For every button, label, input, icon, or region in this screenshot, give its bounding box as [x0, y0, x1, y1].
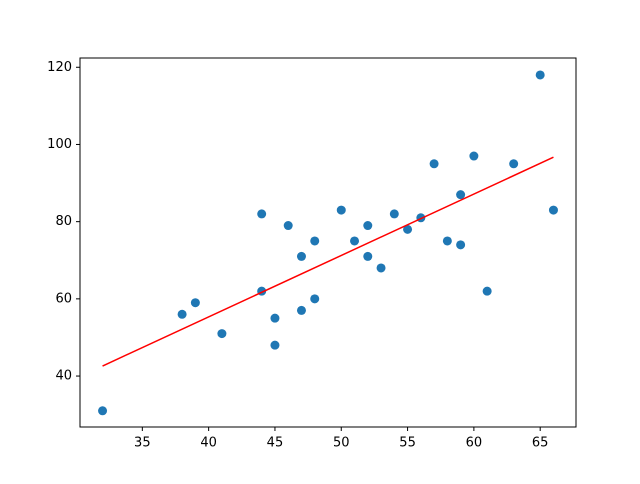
point — [376, 263, 386, 273]
y-tick-label: 80 — [55, 214, 72, 229]
fit-line — [102, 156, 554, 367]
point — [270, 313, 280, 323]
point — [336, 205, 346, 215]
point — [363, 251, 373, 261]
x-tick-label: 65 — [532, 436, 549, 451]
point — [350, 236, 360, 246]
point — [469, 151, 479, 161]
point — [456, 240, 466, 250]
x-tick-label: 40 — [200, 436, 217, 451]
x-tick-label: 45 — [267, 436, 284, 451]
point — [535, 70, 545, 80]
point — [283, 221, 293, 231]
x-tick-label: 55 — [399, 436, 416, 451]
x-tick-label: 35 — [134, 436, 151, 451]
point — [363, 221, 373, 231]
point — [548, 205, 558, 215]
point — [482, 286, 492, 296]
point — [177, 309, 187, 319]
y-tick-label: 120 — [47, 60, 72, 75]
point — [389, 209, 399, 219]
point — [509, 159, 519, 169]
point — [429, 159, 439, 169]
point — [296, 305, 306, 315]
y-tick-label: 60 — [55, 291, 72, 306]
point — [296, 251, 306, 261]
point — [257, 209, 267, 219]
point — [310, 294, 320, 304]
plot-frame — [79, 57, 577, 428]
point — [442, 236, 452, 246]
point — [190, 298, 200, 308]
point — [456, 190, 466, 200]
point — [310, 236, 320, 246]
x-tick-label: 50 — [333, 436, 350, 451]
point — [403, 224, 413, 234]
point — [270, 340, 280, 350]
y-tick-label: 40 — [55, 369, 72, 384]
x-tick-label: 60 — [466, 436, 483, 451]
point — [217, 329, 227, 339]
y-tick-label: 100 — [47, 137, 72, 152]
point — [98, 406, 108, 416]
